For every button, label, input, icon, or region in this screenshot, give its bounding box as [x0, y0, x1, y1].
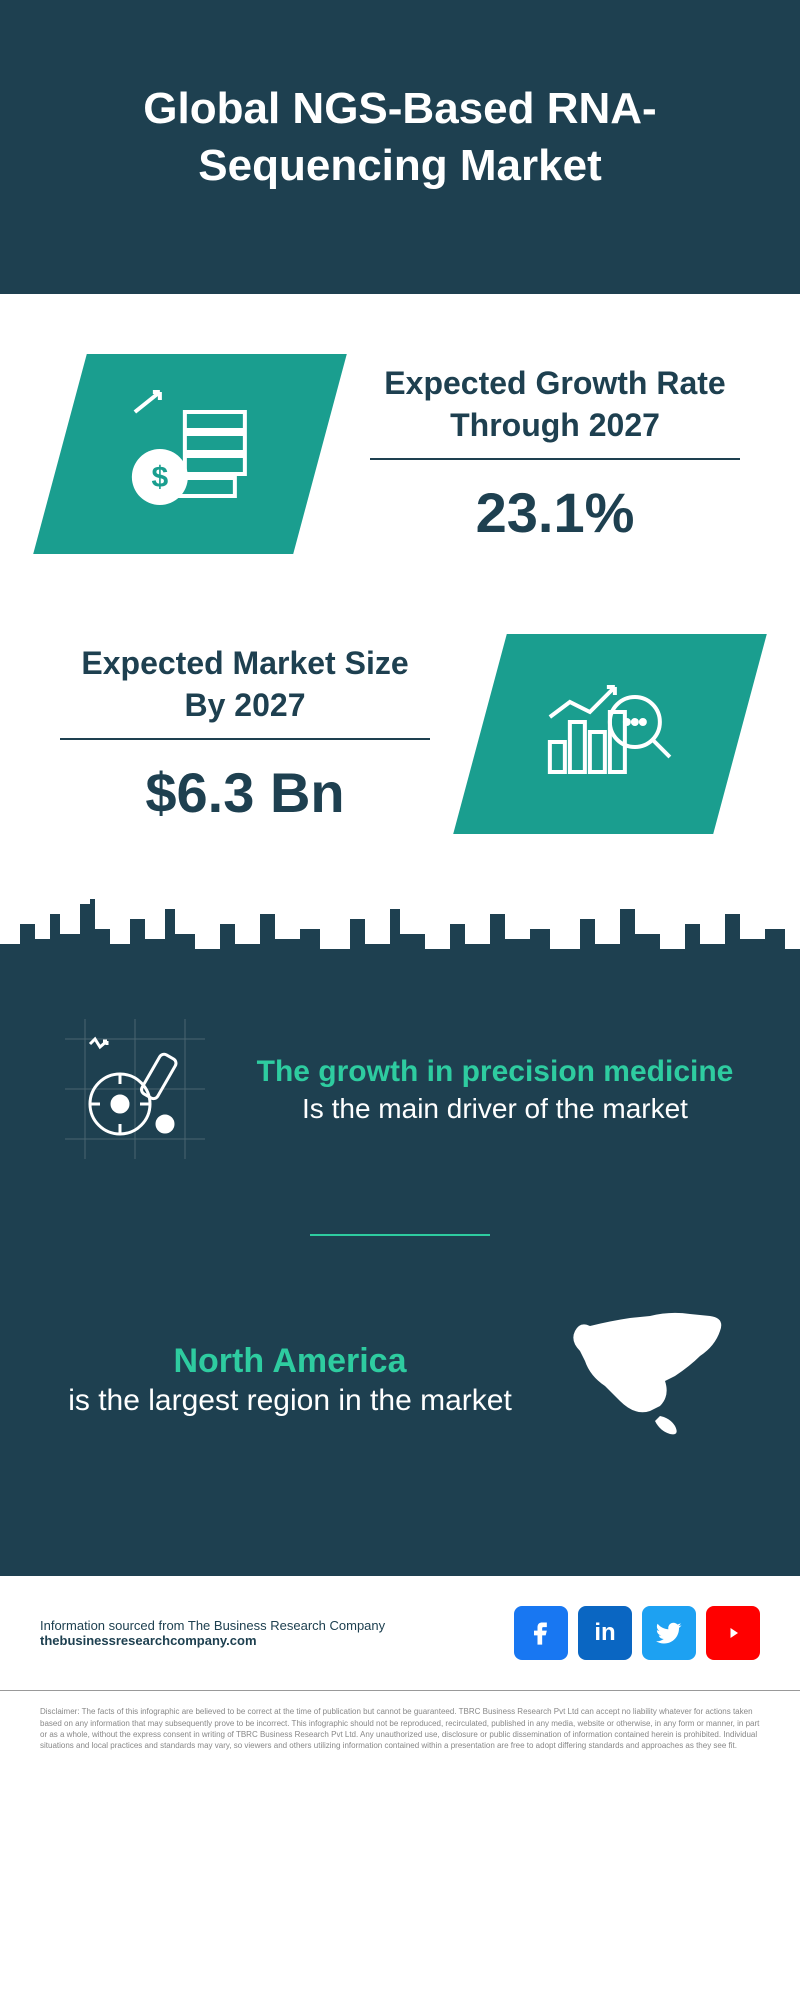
footer: Information sourced from The Business Re…: [0, 1576, 800, 1690]
growth-rate-label: Expected Growth Rate Through 2027: [370, 363, 740, 460]
region-subtext: is the largest region in the market: [60, 1381, 520, 1420]
twitter-icon[interactable]: [642, 1606, 696, 1660]
youtube-icon[interactable]: [706, 1606, 760, 1660]
insights-section: The growth in precision medicine Is the …: [0, 974, 800, 1576]
source-text: Information sourced from The Business Re…: [40, 1618, 385, 1633]
driver-text: The growth in precision medicine Is the …: [250, 1052, 740, 1127]
market-size-value: $6.3 Bn: [60, 760, 430, 825]
social-icons: in: [514, 1606, 760, 1660]
growth-rate-stat: $ Expected Growth Rate Through 2027 23.1…: [60, 354, 740, 554]
region-highlight: North America: [60, 1342, 520, 1381]
section-divider: [310, 1234, 490, 1236]
market-icon-box: [453, 634, 767, 834]
facebook-icon[interactable]: [514, 1606, 568, 1660]
page-title: Global NGS-Based RNA-Sequencing Market: [40, 80, 760, 194]
market-size-stat: Expected Market Size By 2027 $6.3 Bn: [60, 634, 740, 834]
stats-section: $ Expected Growth Rate Through 2027 23.1…: [0, 294, 800, 974]
driver-highlight: The growth in precision medicine: [250, 1052, 740, 1091]
driver-row: The growth in precision medicine Is the …: [60, 974, 740, 1204]
linkedin-icon[interactable]: in: [578, 1606, 632, 1660]
skyline-decoration: [0, 894, 800, 974]
disclaimer: Disclaimer: The facts of this infographi…: [0, 1690, 800, 1781]
market-size-label: Expected Market Size By 2027: [60, 643, 430, 740]
growth-rate-text: Expected Growth Rate Through 2027 23.1%: [370, 363, 740, 545]
growth-icon-box: $: [33, 354, 347, 554]
svg-text:$: $: [152, 461, 169, 494]
driver-subtext: Is the main driver of the market: [250, 1091, 740, 1127]
source-url: thebusinessresearchcompany.com: [40, 1633, 385, 1648]
source-info: Information sourced from The Business Re…: [40, 1618, 385, 1648]
north-america-map-icon: [560, 1306, 740, 1456]
money-growth-icon: $: [115, 382, 265, 527]
precision-medicine-icon: [60, 1014, 210, 1164]
region-row: North America is the largest region in t…: [60, 1266, 740, 1496]
chart-magnify-icon: [535, 662, 685, 807]
growth-rate-value: 23.1%: [370, 480, 740, 545]
region-text: North America is the largest region in t…: [60, 1342, 520, 1420]
header-banner: Global NGS-Based RNA-Sequencing Market: [0, 0, 800, 294]
market-size-text: Expected Market Size By 2027 $6.3 Bn: [60, 643, 430, 825]
